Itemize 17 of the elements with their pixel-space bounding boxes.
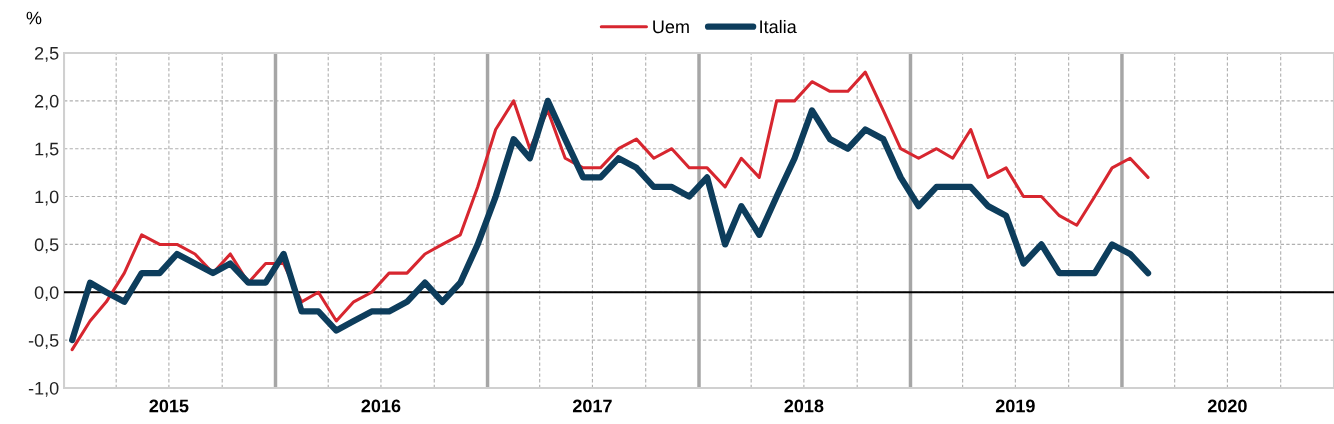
x-tick-label: 2015	[149, 399, 189, 413]
y-tick-label: 0,5	[34, 238, 59, 254]
y-tick-label: 2,5	[34, 46, 59, 62]
x-tick-label: 2019	[995, 399, 1035, 413]
y-axis-title: %	[26, 11, 42, 25]
y-tick-label: 1,5	[35, 142, 59, 158]
y-tick-label: 0,0	[34, 286, 59, 302]
x-tick-label: 2016	[361, 399, 401, 413]
legend-label: Italia	[760, 19, 797, 34]
y-tick-label: -1,0	[28, 381, 59, 397]
legend-label: Uem	[653, 20, 689, 34]
x-tick-label: 2017	[572, 399, 612, 413]
y-tick-label: -0,5	[28, 334, 59, 349]
x-tick-label: 2020	[1207, 399, 1247, 413]
y-tick-label: 2,0	[34, 94, 59, 110]
x-tick-label: 2018	[784, 399, 824, 413]
y-tick-label: 1,0	[35, 190, 59, 206]
